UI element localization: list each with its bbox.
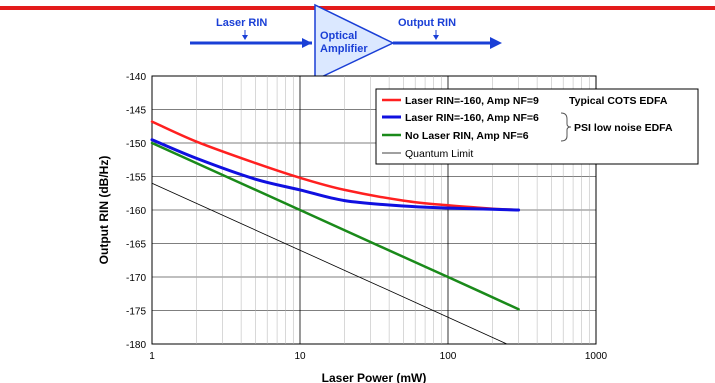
series-line-1 xyxy=(150,138,521,212)
y-tick-label: -180 xyxy=(126,340,146,351)
amplifier-triangle-icon xyxy=(314,3,395,82)
x-axis-label: Laser Power (mW) xyxy=(322,371,427,383)
annotation-brace-icon xyxy=(560,112,572,142)
x-tick-label: 10 xyxy=(294,351,306,362)
input-arrow-head-icon xyxy=(302,38,312,48)
x-tick-labels: 1 10 100 1000 xyxy=(149,351,607,362)
output-label: Output RIN xyxy=(398,17,456,29)
amp-label-line1: Optical xyxy=(320,30,357,42)
series-line-3 xyxy=(151,182,508,345)
input-label: Laser RIN xyxy=(216,17,267,29)
x-tick-label: 1000 xyxy=(585,351,608,362)
amplifier-diagram: Laser RIN Optical Amplifier Output RIN xyxy=(190,3,502,82)
series-line-2 xyxy=(150,141,520,311)
amp-label-line2: Amplifier xyxy=(320,43,368,55)
y-tick-label: -170 xyxy=(126,273,146,284)
grid xyxy=(151,75,596,345)
input-label-arrow-head-icon xyxy=(242,35,248,40)
output-label-arrow-head-icon xyxy=(433,35,439,40)
legend-label-3: Quantum Limit xyxy=(405,148,473,160)
legend: Laser RIN=-160, Amp NF=9 Laser RIN=-160,… xyxy=(375,88,699,165)
output-arrow-head-icon xyxy=(490,37,502,49)
legend-label-1: Laser RIN=-160, Amp NF=6 xyxy=(405,112,539,124)
series-group xyxy=(150,120,521,345)
x-tick-label: 1 xyxy=(149,351,155,362)
legend-label-2: No Laser RIN, Amp NF=6 xyxy=(405,130,529,142)
x-tick-label: 100 xyxy=(440,351,457,362)
y-tick-label: -165 xyxy=(126,240,146,251)
y-tick-label: -140 xyxy=(126,72,146,83)
y-tick-labels: -140 -145 -150 -155 -160 -165 -170 -175 -180 xyxy=(126,72,146,351)
annotation-cots: Typical COTS EDFA xyxy=(569,95,668,107)
y-tick-label: -175 xyxy=(126,307,146,318)
legend-box xyxy=(375,88,699,165)
y-tick-label: -145 xyxy=(126,106,146,117)
y-tick-label: -155 xyxy=(126,173,146,184)
annotation-psi: PSI low noise EDFA xyxy=(574,122,673,134)
y-tick-label: -150 xyxy=(126,139,146,150)
y-axis-label: Output RIN (dB/Hz) xyxy=(97,156,111,265)
legend-label-0: Laser RIN=-160, Amp NF=9 xyxy=(405,95,539,107)
y-tick-label: -160 xyxy=(126,206,146,217)
